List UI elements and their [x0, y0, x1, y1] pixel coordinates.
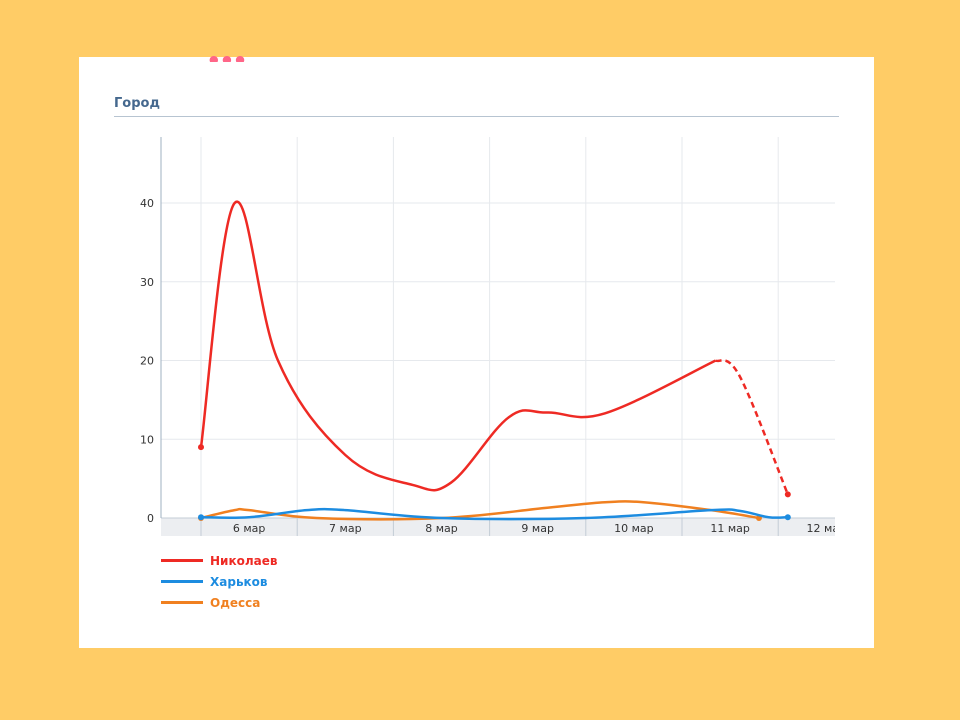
legend-swatch-nikolaev [161, 559, 203, 562]
line-chart: 0 10 20 30 40 6 мар 7 мар 8 мар 9 мар 10 мар 11 ма… [140, 137, 847, 536]
y-tick-label: 0 [147, 512, 154, 525]
axis-layer: 0 10 20 30 40 6 мар 7 мар 8 мар 9 мар 10 мар 11 ма… [140, 137, 847, 536]
chart-legend: Николаев Харьков Одесса [161, 550, 277, 613]
legend-swatch-odessa [161, 601, 203, 604]
series-0-start-point[interactable] [198, 444, 204, 451]
y-tick-label: 10 [140, 433, 154, 446]
series-0-projection-line [714, 359, 789, 495]
stats-panel: ● ● ● Город 0 10 20 30 40 6 мар 7 мар 8 мар 9 ма… [79, 54, 874, 648]
x-tick-label: 9 мар [521, 522, 554, 535]
legend-label-nikolaev: Николаев [210, 553, 278, 568]
series-0-line [199, 200, 717, 492]
legend-label-kharkov: Харьков [210, 574, 268, 589]
clipped-header-text: ● ● ● [209, 54, 245, 62]
section-divider [114, 116, 839, 117]
legend-item-odessa[interactable]: Одесса [161, 592, 277, 613]
x-tick-label: 6 мар [233, 522, 266, 535]
y-tick-label: 30 [140, 276, 154, 289]
legend-item-kharkov[interactable]: Харьков [161, 571, 277, 592]
series-layer [198, 200, 791, 521]
series-1-line [200, 507, 788, 521]
legend-swatch-kharkov [161, 580, 203, 583]
series-1-start-point[interactable] [198, 514, 204, 521]
x-tick-label: 8 мар [425, 522, 458, 535]
x-axis-band [161, 518, 835, 536]
y-tick-label: 20 [140, 355, 154, 368]
x-tick-label: 12 мар [807, 522, 847, 535]
grid-layer [161, 137, 835, 518]
section-title: Город [114, 96, 160, 111]
x-tick-label: 10 мар [614, 522, 654, 535]
series-2-line [200, 500, 760, 521]
x-tick-label: 11 мар [710, 522, 750, 535]
legend-label-odessa: Одесса [210, 595, 261, 610]
series-0-end-point[interactable] [784, 491, 791, 498]
series-1-end-point[interactable] [784, 514, 791, 521]
y-tick-label: 40 [140, 197, 154, 210]
legend-item-nikolaev[interactable]: Николаев [161, 550, 277, 571]
x-tick-label: 7 мар [329, 522, 362, 535]
